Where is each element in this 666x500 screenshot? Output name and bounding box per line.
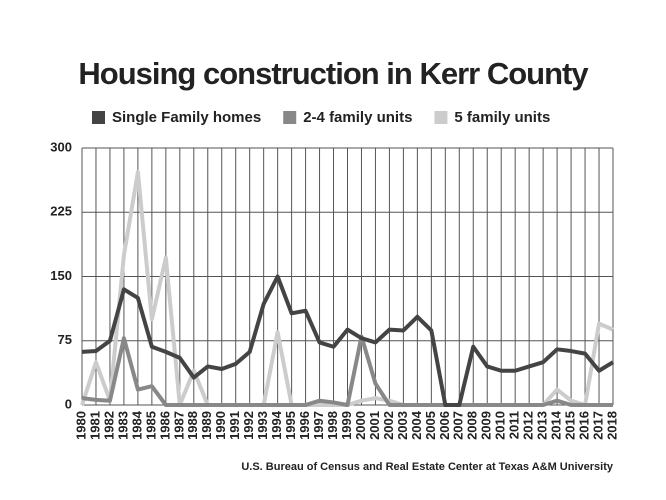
x-tick-label: 1996 — [297, 411, 312, 440]
legend-label: 2-4 family units — [303, 109, 412, 126]
x-tick-label: 2018 — [604, 411, 619, 440]
legend-swatch — [92, 111, 105, 124]
x-tick-label: 1982 — [101, 411, 116, 440]
x-tick-label: 1991 — [227, 411, 242, 440]
legend-label: 5 family units — [454, 109, 550, 126]
x-tick-label: 2010 — [493, 411, 508, 440]
chart-title: Housing construction in Kerr County — [78, 56, 589, 91]
legend-swatch — [283, 111, 297, 124]
x-tick-label: 2014 — [549, 410, 564, 440]
x-tick-label: 2007 — [451, 411, 466, 440]
x-tick-label: 1998 — [325, 411, 340, 440]
series-line — [81, 334, 613, 407]
series-line — [81, 274, 615, 407]
x-tick-label: 1989 — [199, 411, 214, 440]
x-tick-label: 2016 — [576, 411, 591, 440]
x-tick-label: 2015 — [563, 411, 578, 440]
x-tick-label: 1999 — [339, 411, 354, 440]
y-tick-label: 225 — [50, 204, 72, 219]
x-tick-label: 2006 — [437, 411, 452, 440]
x-tick-label: 2013 — [535, 411, 550, 440]
x-tick-label: 2012 — [521, 411, 536, 440]
y-tick-label: 150 — [50, 268, 72, 283]
x-tick-label: 1987 — [171, 411, 186, 440]
x-tick-label: 2004 — [409, 410, 424, 440]
x-tick-label: 2005 — [423, 411, 438, 440]
x-tick-label: 1995 — [283, 411, 298, 440]
x-tick-label: 1993 — [255, 411, 270, 440]
x-tick-label: 1990 — [213, 411, 228, 440]
x-tick-label: 2001 — [367, 411, 382, 440]
x-tick-label: 1985 — [143, 411, 158, 440]
x-tick-label: 1994 — [269, 410, 284, 440]
x-tick-label: 1986 — [157, 411, 172, 440]
x-tick-label: 1992 — [241, 411, 256, 440]
x-tick-label: 1983 — [115, 411, 130, 440]
x-tick-label: 2003 — [395, 411, 410, 440]
x-tick-label: 2017 — [590, 411, 605, 440]
x-tick-label: 2009 — [479, 411, 494, 440]
x-tick-label: 2002 — [381, 411, 396, 440]
x-tick-label: 1981 — [87, 411, 102, 440]
x-tick-label: 2000 — [353, 411, 368, 440]
y-tick-label: 0 — [65, 396, 72, 411]
x-tick-label: 1997 — [311, 411, 326, 440]
source: U.S. Bureau of Census and Real Estate Ce… — [241, 461, 614, 473]
x-tick-label: 2011 — [507, 411, 522, 439]
y-tick-label: 75 — [58, 332, 72, 347]
x-tick-label: 1980 — [73, 411, 88, 440]
y-tick-label: 300 — [50, 139, 72, 154]
x-tick-label: 1984 — [129, 410, 144, 440]
x-tick-label: 2008 — [465, 411, 480, 440]
legend-swatch — [434, 111, 448, 124]
legend-label: Single Family homes — [112, 109, 261, 126]
x-tick-label: 1988 — [185, 411, 200, 440]
